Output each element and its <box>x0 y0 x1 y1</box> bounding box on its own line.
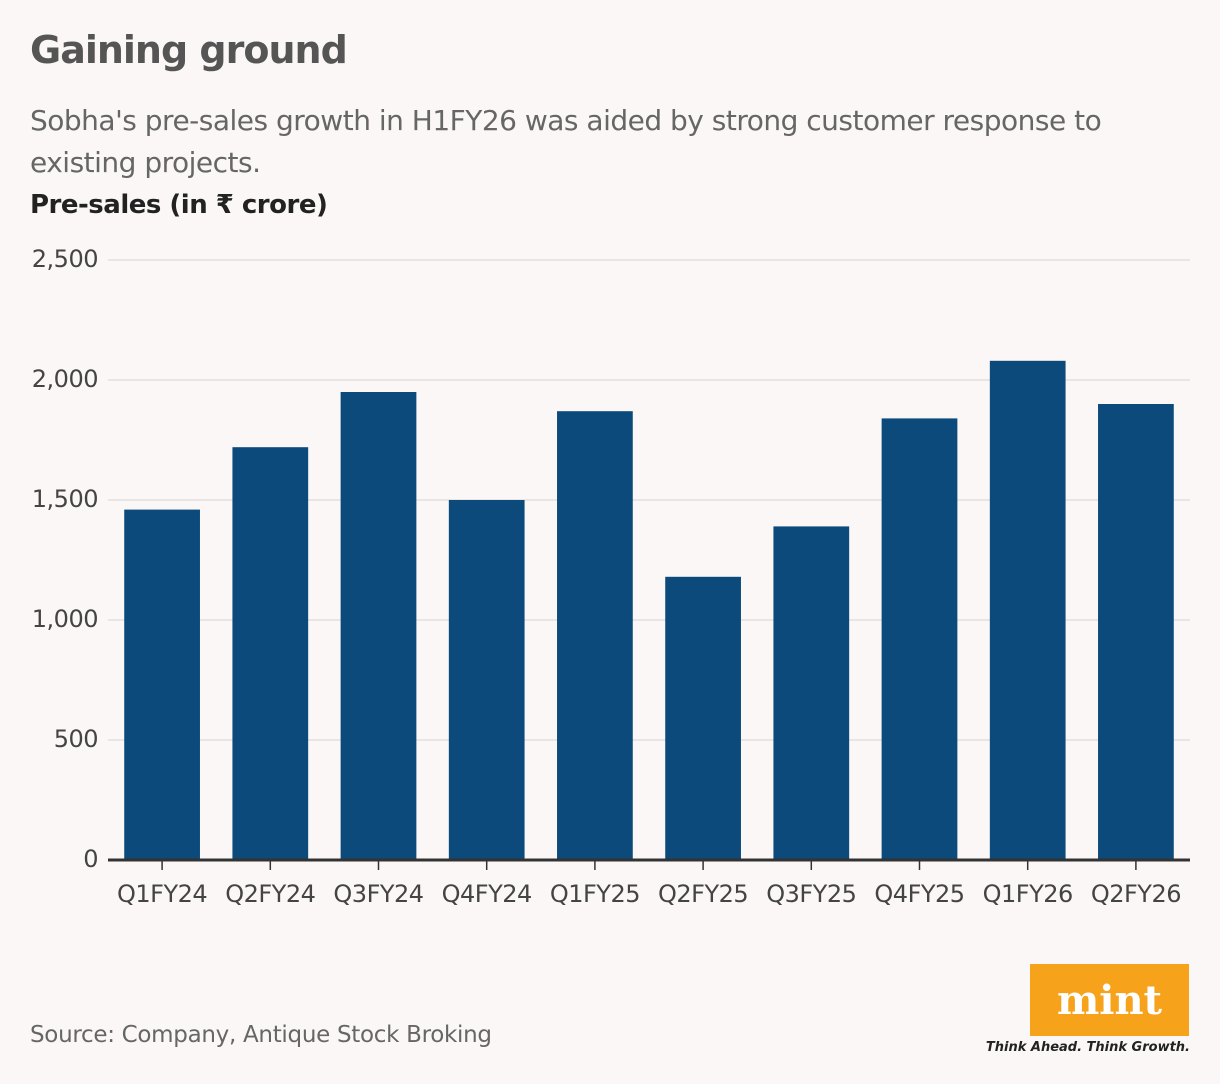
x-tick-label: Q4FY25 <box>874 880 964 908</box>
y-axis-label: Pre-sales (in ₹ crore) <box>30 190 328 220</box>
bar <box>340 392 417 860</box>
x-tick-label: Q1FY25 <box>550 880 640 908</box>
x-tick-label: Q2FY24 <box>225 880 315 908</box>
chart-title: Gaining ground <box>30 28 348 72</box>
bar <box>665 576 741 860</box>
x-tick-label: Q2FY25 <box>658 880 748 908</box>
y-tick-label: 1,500 <box>32 485 98 513</box>
x-tick-label: Q1FY24 <box>117 880 207 908</box>
x-tick-label: Q3FY24 <box>333 880 423 908</box>
x-tick-label: Q3FY25 <box>766 880 856 908</box>
bar <box>557 411 633 860</box>
bar <box>773 526 850 860</box>
y-tick-label: 1,000 <box>32 605 98 633</box>
y-tick-label: 0 <box>83 845 98 873</box>
bar <box>989 360 1066 860</box>
y-tick-label: 500 <box>54 725 98 753</box>
tagline: Think Ahead. Think Growth. <box>985 1040 1190 1055</box>
x-tick-label: Q2FY26 <box>1091 880 1181 908</box>
bar <box>124 509 200 860</box>
x-tick-label: Q1FY26 <box>983 880 1073 908</box>
bar <box>1098 404 1174 860</box>
chart-subtitle: Sobha's pre-sales growth in H1FY26 was a… <box>30 104 1102 179</box>
x-tick-label: Q4FY24 <box>442 880 532 908</box>
y-tick-label: 2,000 <box>32 365 98 393</box>
y-tick-label: 2,500 <box>32 245 98 273</box>
bar <box>881 418 958 860</box>
bar <box>448 500 525 860</box>
logo: mint <box>1030 964 1189 1036</box>
source-note: Source: Company, Antique Stock Broking <box>30 1022 492 1048</box>
chart: 0 500 1,000 1,500 2,000 2,500 Q1FY24 Q2FY24 Q3FY… <box>32 245 1190 908</box>
bar <box>232 447 309 860</box>
